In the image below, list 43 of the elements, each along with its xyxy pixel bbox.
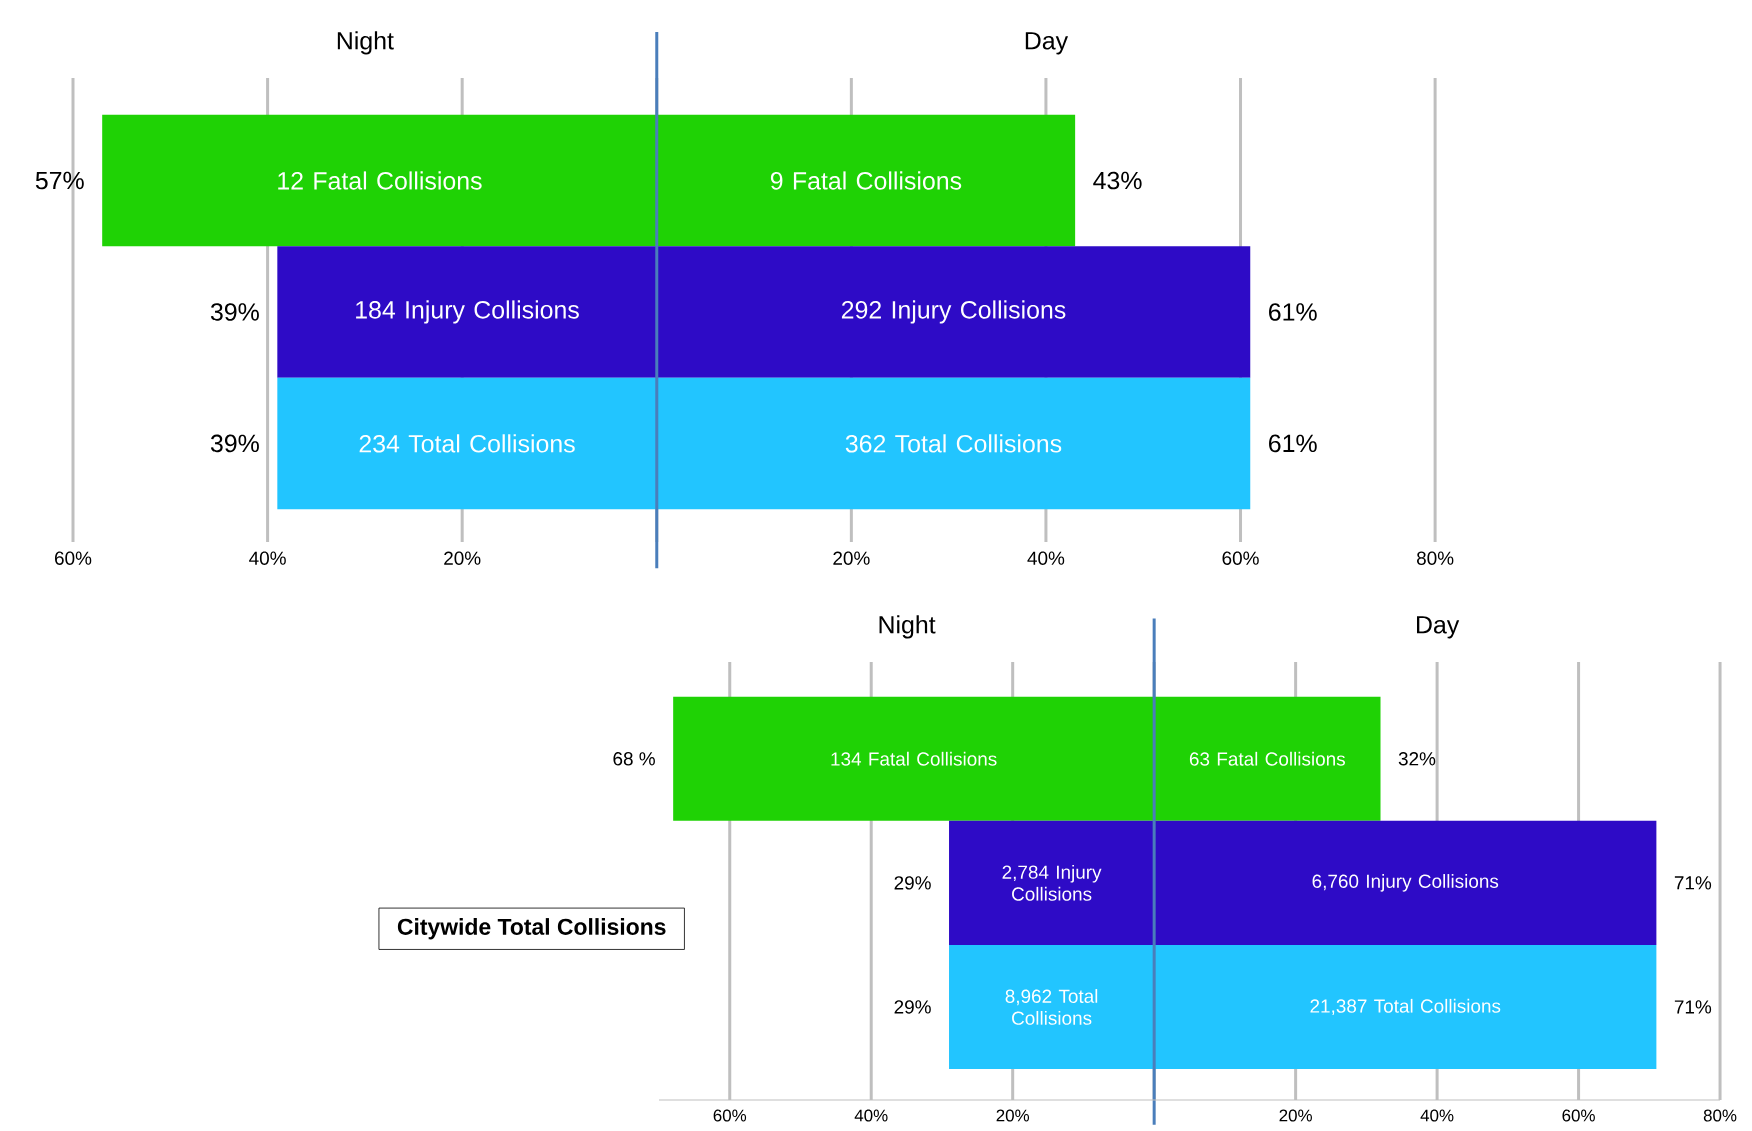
x-tick-label: 60%	[713, 1109, 747, 1122]
data-label: 32%	[1398, 752, 1436, 766]
annotation: 234 Total Collisions	[359, 434, 575, 453]
annotation: 63 Fatal Collisions	[1189, 751, 1345, 766]
annotation: Citywide Total Collisions	[397, 918, 666, 940]
x-tick-label: 40%	[1027, 551, 1065, 565]
x-tick-label: 60%	[55, 551, 92, 565]
text: Day	[1417, 616, 1460, 639]
x-tick-label: 80%	[1417, 551, 1454, 565]
data-label: 68 %	[613, 752, 655, 766]
text: Night	[879, 615, 936, 639]
x-tick-label: 40%	[854, 1109, 888, 1122]
x-tick-label: 80%	[1703, 1109, 1737, 1122]
annotation: 8,962 Total Collisions	[1005, 989, 1098, 1025]
data-label: 29%	[894, 1000, 931, 1014]
x-tick-label: 20%	[1279, 1109, 1312, 1122]
text: Day	[1025, 32, 1069, 55]
annotation: 184 Injury Collisions	[356, 300, 579, 324]
x-tick-label: 20%	[996, 1109, 1030, 1122]
annotation: 2,784 Injury Collisions	[1002, 864, 1102, 901]
x-tick-label: 40%	[249, 551, 286, 565]
x-tick-label: 20%	[833, 551, 870, 565]
data-label: 57%	[35, 171, 84, 190]
annotation: 6,760 Injury Collisions	[1312, 874, 1499, 892]
data-label: 29%	[894, 876, 931, 890]
data-label: 39%	[210, 303, 259, 321]
annotation: 9 Fatal Collisions	[770, 171, 962, 190]
annotation: 12 Fatal Collisions	[278, 171, 482, 190]
x-tick-label: 60%	[1222, 551, 1259, 565]
data-label: 39%	[210, 434, 259, 453]
data-label: 43%	[1093, 171, 1142, 190]
x-tick-label: 20%	[444, 551, 481, 565]
annotation: 21,387 Total Collisions	[1310, 998, 1501, 1016]
annotation: 292 Injury Collisions	[841, 300, 1066, 324]
x-tick-label: 60%	[1562, 1109, 1595, 1122]
annotation: 362 Total Collisions	[845, 434, 1062, 453]
data-label: 71%	[1674, 1000, 1712, 1014]
text: Night	[337, 31, 394, 55]
annotation: 134 Fatal Collisions	[831, 751, 997, 766]
data-label: 61%	[1269, 303, 1317, 321]
data-label: 71%	[1674, 876, 1712, 890]
x-tick-label: 40%	[1420, 1109, 1454, 1122]
data-label: 61%	[1269, 434, 1317, 453]
